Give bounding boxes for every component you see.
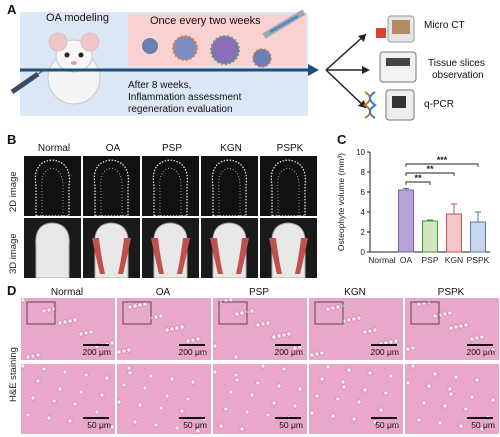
tissue-slices-label-1: Tissue slices (428, 58, 485, 69)
bone-3d-image-kgn (201, 218, 258, 278)
significance-stars-2: ** (426, 164, 434, 174)
group-label-psp: PSP (161, 143, 182, 154)
scale-bar-top-oa (179, 344, 205, 346)
bone-3d-image-normal (24, 218, 81, 278)
significance-bracket-3 (405, 163, 479, 167)
panel-a-label: A (7, 2, 17, 17)
he-bottom-image-kgn: 50 μm (309, 364, 403, 434)
scale-bar-bottom-kgn (371, 417, 397, 419)
scale-bar-bottom-normal (83, 417, 109, 419)
scale-bar-top-psp (275, 344, 301, 346)
bone-2d-image-normal (24, 156, 81, 216)
significance-bracket-1 (405, 181, 431, 185)
qpcr-machine-icon (385, 89, 415, 121)
bone-2d-image-pspk (260, 156, 317, 216)
panel-d-label: D (7, 283, 17, 298)
bar-kgn (446, 213, 462, 253)
row-label-2d: 2D image (8, 171, 19, 212)
regeneration-label: regeneration evaluation (128, 104, 233, 115)
group-label-oa: OA (105, 143, 121, 154)
group-label-pspk: PSPK (276, 143, 304, 154)
scale-bar-label-top-kgn: 200 μm (370, 347, 399, 357)
bone-2d-image-oa (83, 156, 140, 216)
scale-bar-top-kgn (371, 344, 397, 346)
tissue-slices-label-2: observation (432, 70, 484, 81)
row-label-he: H&E staining (8, 347, 19, 402)
he-top-image-normal: 200 μm (21, 298, 115, 360)
oa-modeling-label: OA modeling (46, 12, 109, 24)
x-tick-label-oa: OA (400, 255, 413, 265)
y-tick-label-2: 2 (361, 228, 366, 237)
y-tick-label-10: 10 (356, 148, 365, 157)
he-bottom-image-oa: 50 μm (117, 364, 211, 434)
inflammation-label: Inflammation assessment (128, 92, 242, 103)
syringe-top-icon (262, 9, 306, 39)
bone-3d-image-oa (83, 218, 140, 278)
scale-bar-bottom-pspk (467, 417, 493, 419)
bar-pspk (470, 221, 486, 253)
branch-arrows (325, 33, 370, 109)
he-bottom-image-psp: 50 μm (213, 364, 307, 434)
tissue-slicer-icon (379, 51, 417, 83)
after-weeks-label: After 8 weeks, (128, 80, 192, 91)
micro-ct-label: Micro CT (424, 20, 465, 31)
x-tick-label-pspk: PSPK (467, 255, 490, 265)
bone-3d-image-pspk (260, 218, 317, 278)
y-axis-label: Osteophyte volume (mm³) (336, 153, 346, 251)
he-top-image-psp: 200 μm (213, 298, 307, 360)
dna-icon (363, 91, 377, 119)
scale-bar-label-bottom-oa: 50 μm (183, 420, 207, 430)
scale-bar-bottom-psp (275, 417, 301, 419)
he-group-label-pspk: PSPK (437, 287, 465, 298)
nanoparticles-illustration (142, 35, 272, 68)
row-label-3d: 3D image (8, 233, 19, 274)
x-tick-label-psp: PSP (421, 255, 438, 265)
x-tick-label-normal: Normal (368, 255, 396, 265)
scale-bar-label-top-oa: 200 μm (178, 347, 207, 357)
scale-bar-label-bottom-kgn: 50 μm (375, 420, 399, 430)
he-group-label-kgn: KGN (344, 287, 366, 298)
he-bottom-image-normal: 50 μm (21, 364, 115, 434)
scale-bar-top-normal (83, 344, 109, 346)
scale-bar-bottom-oa (179, 417, 205, 419)
timeline-arrow (20, 64, 319, 76)
scale-bar-label-bottom-normal: 50 μm (87, 420, 111, 430)
panel-c-label: C (337, 132, 347, 147)
he-top-image-kgn: 200 μm (309, 298, 403, 360)
once-every-label: Once every two weeks (150, 15, 261, 27)
scale-bar-top-pspk (467, 344, 493, 346)
he-bottom-image-pspk: 50 μm (405, 364, 499, 434)
significance-bracket-2 (405, 172, 455, 176)
group-label-normal: Normal (37, 143, 71, 154)
bone-2d-image-psp (142, 156, 199, 216)
he-top-image-pspk: 200 μm (405, 298, 499, 360)
qpcr-label: q-PCR (424, 99, 455, 110)
x-tick-label-kgn: KGN (445, 255, 463, 265)
bone-3d-image-psp (142, 218, 199, 278)
group-label-kgn: KGN (220, 143, 242, 154)
scale-bar-label-bottom-pspk: 50 μm (471, 420, 495, 430)
y-tick-label-6: 6 (361, 188, 366, 197)
osteophyte-volume-chart: 0 2 4 6 8 10 Osteophyte volume (mm³) Normal OA PS… (336, 148, 490, 265)
y-tick-label-4: 4 (361, 208, 366, 217)
scale-bar-label-top-psp: 200 μm (274, 347, 303, 357)
scale-bar-label-top-pspk: 200 μm (466, 347, 495, 357)
significance-stars-3: *** (437, 155, 448, 165)
bar-oa (398, 189, 414, 253)
micro-ct-icon (376, 15, 415, 43)
y-tick-label-0: 0 (361, 248, 366, 257)
he-group-label-psp: PSP (248, 287, 269, 298)
y-tick-label-8: 8 (361, 168, 366, 177)
he-group-label-oa: OA (155, 287, 171, 298)
scale-bar-label-bottom-psp: 50 μm (279, 420, 303, 430)
panel-b-label: B (7, 132, 17, 147)
mouse-illustration (47, 32, 101, 105)
bar-psp (422, 220, 438, 253)
bone-2d-image-kgn (201, 156, 258, 216)
significance-stars-1: ** (414, 173, 422, 183)
he-top-image-oa: 200 μm (117, 298, 211, 360)
he-group-label-normal: Normal (50, 287, 84, 298)
scale-bar-label-top-normal: 200 μm (82, 347, 111, 357)
